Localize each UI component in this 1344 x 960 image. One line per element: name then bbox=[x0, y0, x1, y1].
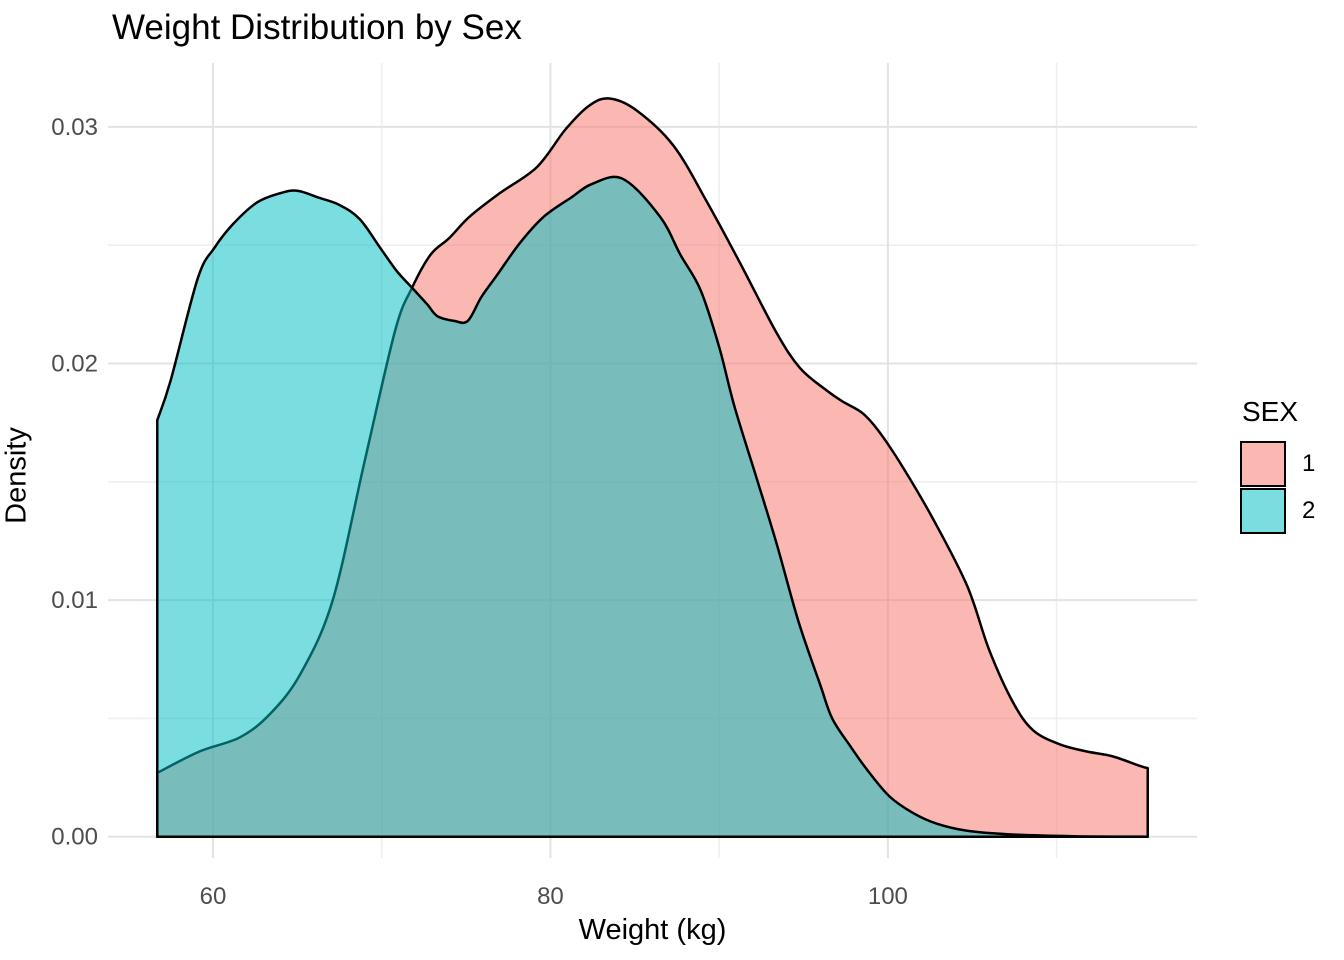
x-axis-title: Weight (kg) bbox=[578, 914, 727, 946]
legend-swatch-sex-1-icon bbox=[1240, 440, 1286, 487]
y-tick-label: 0.02 bbox=[51, 350, 98, 377]
legend-item-sex-2: 2 bbox=[1240, 487, 1315, 534]
x-tick-label: 60 bbox=[200, 883, 227, 910]
x-tick-label: 80 bbox=[537, 883, 564, 910]
y-tick-label: 0.03 bbox=[51, 114, 98, 141]
legend-label-sex-2: 2 bbox=[1302, 496, 1316, 524]
y-tick-label: 0.01 bbox=[51, 587, 98, 614]
plot-title: Weight Distribution by Sex bbox=[112, 8, 522, 47]
legend-title: SEX bbox=[1242, 396, 1299, 427]
x-tick-label: 100 bbox=[868, 883, 908, 910]
legend: SEX 1 2 bbox=[1240, 396, 1315, 534]
legend-label-sex-1: 1 bbox=[1302, 449, 1316, 477]
axis-tick-labels: 60 80 100 0.00 0.01 0.02 0.03 bbox=[51, 114, 908, 910]
y-tick-label: 0.00 bbox=[51, 824, 98, 851]
legend-item-sex-1: 1 bbox=[1240, 440, 1315, 487]
legend-swatch-sex-2-icon bbox=[1240, 487, 1286, 534]
y-axis-title: Density bbox=[0, 427, 33, 524]
density-area-sex-2 bbox=[156, 175, 1149, 838]
